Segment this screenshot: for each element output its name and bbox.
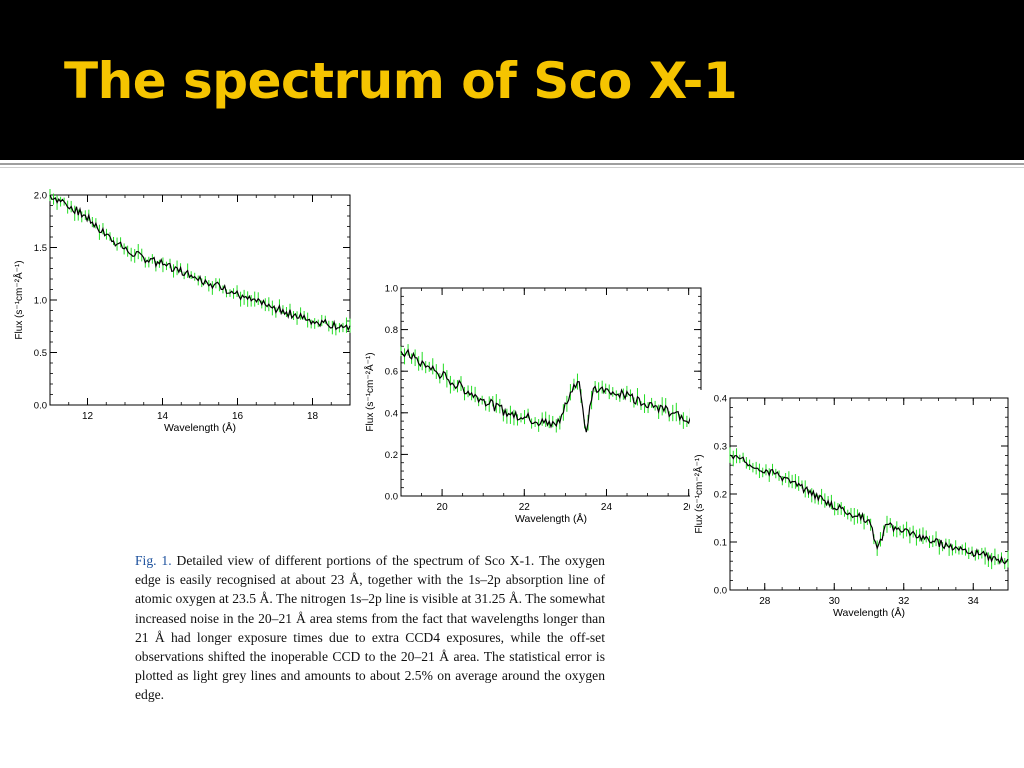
spectrum-plot-panel-3: 28 30 32 34 0.0 0.1 0.2 0.3 0.4 Wavelength (Å) Flu… [690, 390, 1012, 630]
spectrum-plot-panel-2: 20 22 24 26 0.0 0.2 0.4 0.6 0.8 1.0 Wavelength (Å)… [358, 280, 708, 540]
spectrum-line [400, 348, 702, 433]
x-tick-label: 18 [307, 411, 319, 422]
title-bar: The spectrum of Sco X-1 [0, 0, 1024, 160]
y-tick-label: 0.0 [385, 492, 398, 503]
y-tick-label: 0.8 [385, 325, 398, 336]
y-tick-label: 1.5 [34, 243, 47, 254]
caption-text: Detailed view of different portions of t… [135, 553, 605, 703]
x-tick-label: 30 [829, 596, 841, 607]
spectrum-line [49, 194, 351, 332]
y-tick-label: 0.2 [385, 450, 398, 461]
y-tick-label: 1.0 [34, 296, 47, 307]
x-tick-label: 20 [437, 502, 449, 513]
divider-line [0, 163, 1024, 165]
x-tick-label: 26 [683, 502, 695, 513]
x-tick-label: 24 [601, 502, 613, 513]
y-axis-label: Flux (s⁻¹cm⁻²Å⁻¹) [12, 260, 25, 339]
y-tick-label: 0.2 [714, 490, 727, 501]
x-tick-label: 14 [157, 411, 169, 422]
x-axis-label: Wavelength (Å) [515, 512, 587, 525]
x-tick-label: 34 [968, 596, 980, 607]
y-tick-label: 1.0 [385, 284, 398, 295]
y-tick-label: 0.3 [714, 442, 727, 453]
y-tick-label: 0.1 [714, 538, 727, 549]
x-tick-label: 16 [232, 411, 244, 422]
caption-label: Fig. 1. [135, 553, 172, 568]
error-bars [49, 189, 351, 336]
x-tick-label: 12 [82, 411, 94, 422]
spectrum-plot-panel-1: 12 14 16 18 0.0 0.5 1.0 1.5 2.0 Wavelength (Å) Flu… [10, 185, 355, 440]
slide-title: The spectrum of Sco X-1 [64, 52, 738, 110]
x-tick-label: 22 [519, 502, 531, 513]
y-tick-label: 0.6 [385, 367, 398, 378]
plot-frame [49, 194, 351, 406]
spectrum-line [729, 454, 1009, 565]
y-tick-label: 0.4 [714, 394, 727, 405]
x-axis-label: Wavelength (Å) [833, 606, 905, 619]
divider-line-thin [0, 167, 1024, 168]
x-tick-label: 28 [759, 596, 771, 607]
y-tick-label: 0.0 [714, 586, 727, 597]
y-tick-label: 0.0 [34, 401, 47, 412]
y-axis-label: Flux (s⁻¹cm⁻²Å⁻¹) [363, 352, 376, 431]
y-axis-label: Flux (s⁻¹cm⁻²Å⁻¹) [692, 454, 705, 533]
y-tick-label: 0.5 [34, 348, 47, 359]
error-bars [400, 344, 702, 437]
y-tick-label: 2.0 [34, 191, 47, 202]
plot-frame [729, 397, 1009, 591]
plot-frame [400, 287, 702, 497]
x-tick-label: 32 [898, 596, 910, 607]
figure-caption: Fig. 1. Detailed view of different porti… [135, 551, 605, 705]
x-axis-label: Wavelength (Å) [164, 421, 236, 434]
y-tick-label: 0.4 [385, 408, 398, 419]
